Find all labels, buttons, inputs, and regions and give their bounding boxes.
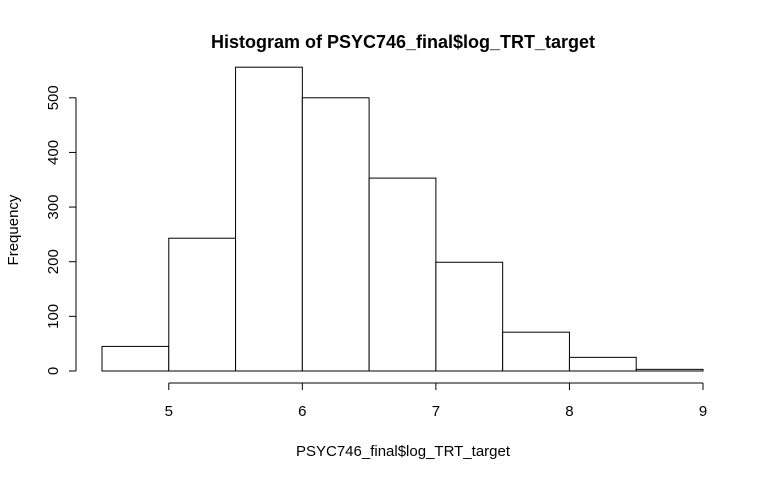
histogram-bar-2 [168,237,237,372]
chart-title: Histogram of PSYC746_final$log_TRT_targe… [211,32,595,52]
histogram-bar-3 [235,66,303,372]
x-tick-label-9: 9 [699,403,707,420]
histogram-bar-4 [301,97,370,372]
y-tick-label-100: 100 [45,304,62,329]
y-axis-label: Frequency [5,194,22,265]
x-axis: 5 6 7 8 9 [165,382,707,420]
histogram-bar-6 [435,261,504,372]
y-tick-label-200: 200 [45,249,62,274]
y-tick-label-400: 400 [45,140,62,165]
histogram-bar-8 [568,356,637,372]
x-tick-label-8: 8 [565,403,573,420]
histogram-bar-5 [368,177,437,372]
histogram-bars [101,66,704,372]
histogram-bar-1 [101,345,170,372]
x-tick-label-5: 5 [165,403,173,420]
y-tick-label-500: 500 [45,85,62,110]
histogram-bar-7 [502,331,570,372]
histogram-bar-9 [635,368,704,372]
x-tick-label-7: 7 [432,403,440,420]
x-axis-label: PSYC746_final$log_TRT_target [296,443,511,460]
y-tick-label-300: 300 [45,195,62,220]
x-tick-label-6: 6 [298,403,306,420]
y-axis: 0 100 200 300 400 500 [45,85,77,375]
y-tick-label-0: 0 [45,367,62,375]
